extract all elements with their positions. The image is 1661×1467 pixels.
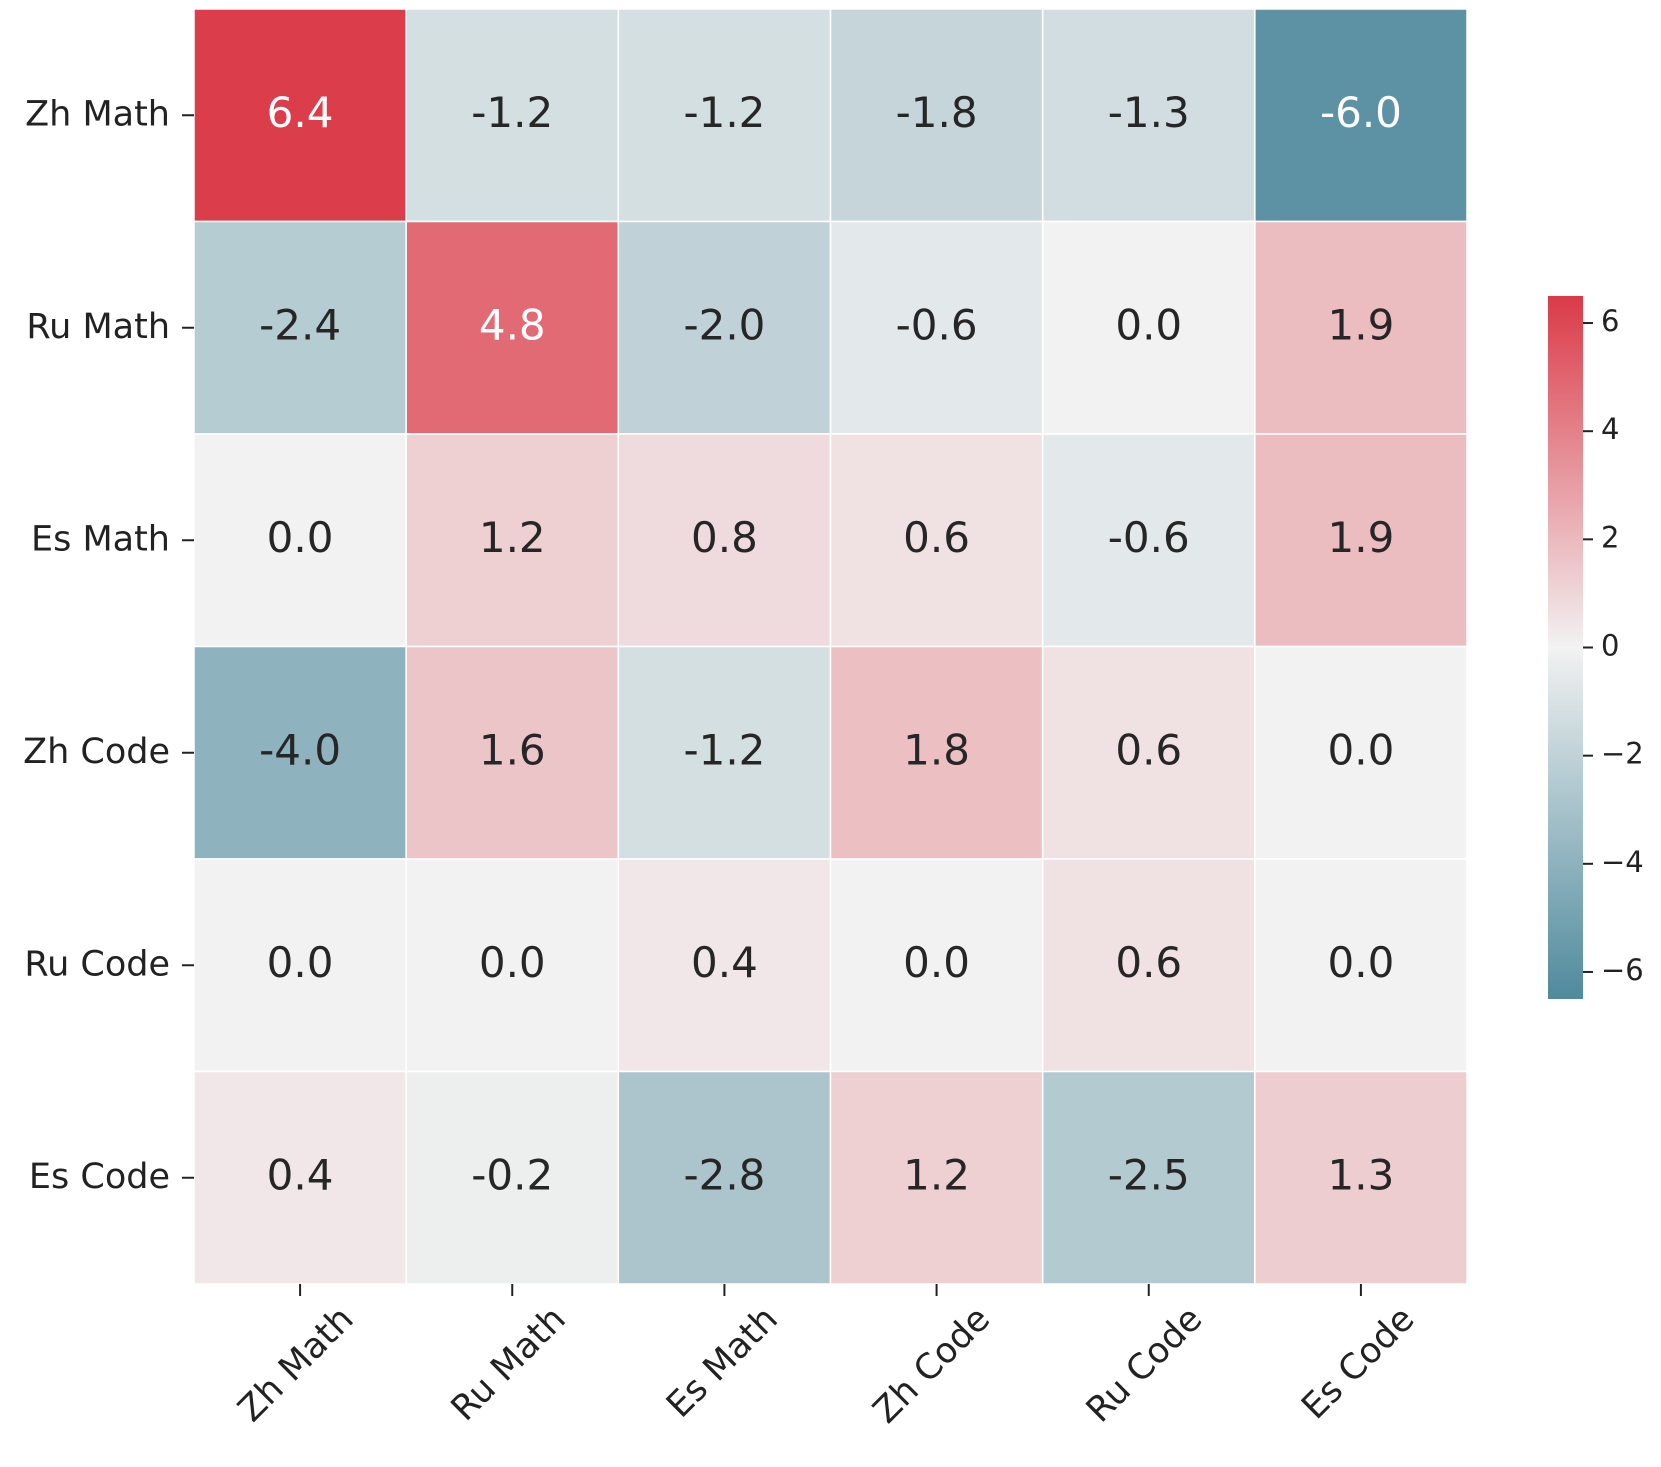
y-tick-label: Es Math — [31, 519, 170, 559]
cell-label: -1.2 — [683, 88, 765, 137]
cell-label: 0.0 — [267, 938, 334, 987]
heatmap-cell — [829, 8, 1044, 223]
heatmap-cell — [1041, 8, 1256, 223]
y-tick-label: Zh Math — [25, 94, 170, 134]
y-tick-label: Es Code — [29, 1157, 170, 1197]
cell-label: 1.3 — [1328, 1150, 1395, 1199]
heatmap-cell — [829, 433, 1044, 648]
heatmap-cell — [405, 8, 620, 223]
heatmap-cell — [193, 8, 407, 223]
cell-label: 0.6 — [1115, 725, 1182, 774]
cell-label: 0.0 — [1328, 938, 1395, 987]
cell-label: 0.4 — [691, 938, 758, 987]
x-tick-label: Es Math — [659, 1299, 786, 1426]
cell-label: 0.0 — [1115, 300, 1182, 349]
heatmap-cell — [193, 645, 407, 860]
heatmap-cell — [829, 220, 1044, 435]
heatmap-cell — [617, 645, 832, 860]
x-tick-label: Ru Code — [1079, 1299, 1210, 1430]
cell-label: 0.8 — [691, 513, 758, 562]
heatmap-cell — [1254, 8, 1468, 223]
cell-label: -1.3 — [1108, 88, 1190, 137]
cell-label: -1.2 — [683, 725, 765, 774]
x-tick-label: Zh Math — [231, 1299, 362, 1430]
cell-label: 0.4 — [267, 1150, 334, 1199]
cell-label: 0.0 — [1328, 725, 1395, 774]
cell-label: 0.0 — [267, 513, 334, 562]
colorbar-tick-label: −4 — [1601, 845, 1644, 879]
heatmap-cell — [193, 1070, 407, 1285]
heatmap-cell — [1254, 433, 1468, 648]
colorbar-tick-label: 0 — [1601, 629, 1619, 663]
cell-label: -2.4 — [259, 300, 341, 349]
cell-label: 0.6 — [1115, 938, 1182, 987]
heatmap-cell — [829, 1070, 1044, 1285]
x-tick-label: Ru Math — [444, 1299, 574, 1429]
heatmap-cell — [1041, 645, 1256, 860]
colorbar-tick-label: 6 — [1601, 304, 1619, 338]
heatmap-cell — [405, 433, 620, 648]
heatmap-cell — [617, 858, 832, 1073]
heatmap-cell — [1254, 645, 1468, 860]
y-tick-label: Ru Math — [26, 307, 170, 347]
cell-label: 6.4 — [267, 88, 334, 137]
colorbar-tick-label: 4 — [1601, 412, 1619, 446]
cell-label: 1.9 — [1328, 513, 1395, 562]
colorbar-tick-label: 2 — [1601, 520, 1619, 554]
y-tick-label: Ru Code — [24, 944, 170, 984]
cell-label: 1.9 — [1328, 300, 1395, 349]
cell-label: -1.2 — [471, 88, 553, 137]
heatmap-cell — [617, 433, 832, 648]
y-tick-label: Zh Code — [23, 732, 170, 772]
cell-label: -0.6 — [1108, 513, 1190, 562]
cell-label: -4.0 — [259, 725, 341, 774]
cell-label: 1.2 — [479, 513, 546, 562]
colorbar-tick-label: −2 — [1601, 737, 1644, 771]
x-tick-label: Es Code — [1294, 1299, 1422, 1427]
cell-label: -0.6 — [896, 300, 978, 349]
cell-label: 0.6 — [903, 513, 970, 562]
cell-label: 4.8 — [479, 300, 546, 349]
heatmap-cell — [1254, 858, 1468, 1073]
cell-label: -0.2 — [471, 1150, 553, 1199]
heatmap-cell — [405, 645, 620, 860]
heatmap-cell — [193, 858, 407, 1073]
heatmap-cell — [1041, 1070, 1256, 1285]
heatmap-cell — [193, 433, 407, 648]
heatmap-cell — [1041, 433, 1256, 648]
cell-label: -6.0 — [1320, 88, 1402, 137]
cell-label: -2.0 — [683, 300, 765, 349]
heatmap-cell — [1254, 220, 1468, 435]
heatmap-cell — [617, 8, 832, 223]
x-tick-label: Zh Code — [866, 1299, 998, 1431]
heatmap-cell — [1041, 858, 1256, 1073]
cell-label: -1.8 — [896, 88, 978, 137]
heatmap-cell — [829, 858, 1044, 1073]
heatmap-cell — [1254, 1070, 1468, 1285]
heatmap-cell — [829, 645, 1044, 860]
cell-label: -2.8 — [683, 1150, 765, 1199]
cell-label: 1.2 — [903, 1150, 970, 1199]
cell-label: -2.5 — [1108, 1150, 1190, 1199]
cell-label: 0.0 — [479, 938, 546, 987]
cell-label: 1.8 — [903, 725, 970, 774]
heatmap-cell — [405, 220, 620, 435]
colorbar-tick-label: −6 — [1601, 953, 1644, 987]
cell-label: 1.6 — [479, 725, 546, 774]
colorbar — [1548, 296, 1583, 999]
cell-label: 0.0 — [903, 938, 970, 987]
